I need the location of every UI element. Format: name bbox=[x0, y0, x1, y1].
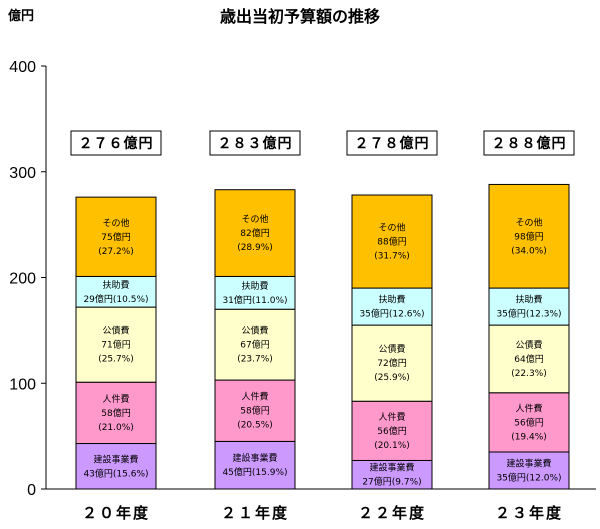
data-label: 扶助費 bbox=[102, 279, 129, 291]
data-label: 35億円(12.6%) bbox=[359, 308, 424, 320]
data-label: 建設事業費 bbox=[93, 453, 138, 465]
bar-segment bbox=[488, 324, 570, 394]
bar-segment bbox=[75, 196, 157, 277]
data-label: 67億円 bbox=[240, 339, 269, 351]
data-label: 扶助費 bbox=[378, 294, 405, 306]
x-tick-label: ２２年度 bbox=[358, 504, 426, 522]
x-tick-label: ２１年度 bbox=[221, 504, 289, 522]
data-label: 82億円 bbox=[240, 227, 269, 239]
data-label: 人件費 bbox=[241, 391, 268, 403]
data-label: 35億円(12.3%) bbox=[496, 308, 561, 320]
total-label: ２７６億円 bbox=[79, 135, 154, 152]
y-axis-unit-label: 億円 bbox=[8, 8, 34, 24]
bar-segment bbox=[75, 381, 157, 445]
data-label: (19.4%) bbox=[511, 432, 547, 442]
bar-segment bbox=[214, 308, 296, 381]
data-label: (27.2%) bbox=[98, 247, 134, 257]
data-label: 建設事業費 bbox=[232, 452, 277, 464]
bar-segment bbox=[488, 287, 570, 326]
data-label: 建設事業費 bbox=[369, 462, 414, 474]
x-tick-label: ２３年度 bbox=[495, 504, 563, 522]
total-box bbox=[70, 130, 162, 156]
data-label: (22.3%) bbox=[511, 369, 547, 379]
data-label: 29億円(10.5%) bbox=[83, 293, 148, 305]
data-label: 27億円(9.7%) bbox=[362, 476, 421, 488]
data-label: 公債費 bbox=[515, 339, 542, 351]
data-label: 31億円(11.0%) bbox=[222, 294, 287, 306]
bar-segment bbox=[351, 459, 433, 490]
data-label: 人件費 bbox=[515, 402, 542, 414]
total-label: ２８８億円 bbox=[492, 135, 567, 152]
data-label: (25.7%) bbox=[98, 355, 134, 365]
data-label: 71億円 bbox=[101, 339, 130, 351]
data-label: その他 bbox=[102, 217, 129, 229]
data-label: 88億円 bbox=[377, 236, 406, 248]
data-label: 35億円(12.0%) bbox=[496, 471, 561, 483]
total-box bbox=[346, 130, 438, 156]
bar-segment bbox=[351, 400, 433, 461]
data-label: (25.9%) bbox=[374, 373, 410, 383]
bar-segment bbox=[351, 194, 433, 289]
y-tick-label: 0 bbox=[27, 482, 36, 499]
total-box bbox=[483, 130, 575, 156]
data-label: (23.7%) bbox=[237, 355, 273, 365]
bar-segment bbox=[488, 451, 570, 490]
total-label: ２７８億円 bbox=[355, 135, 430, 152]
data-label: (21.0%) bbox=[98, 423, 134, 433]
bar-segment bbox=[214, 440, 296, 490]
x-axis: ２０年度 ２１年度 ２２年度 ２３年度 bbox=[46, 488, 596, 522]
bar-segment bbox=[488, 183, 570, 289]
data-label: 公債費 bbox=[241, 325, 268, 337]
data-label: その他 bbox=[378, 222, 405, 234]
data-label: 75億円 bbox=[101, 231, 130, 243]
y-tick-label: 400 bbox=[9, 59, 36, 76]
data-label: (20.5%) bbox=[237, 421, 273, 431]
total-box bbox=[209, 130, 301, 156]
bar-segment bbox=[75, 275, 157, 308]
data-label: その他 bbox=[241, 213, 268, 225]
y-axis: 0 100 200 300 400 bbox=[9, 59, 47, 499]
data-label: 58億円 bbox=[101, 407, 130, 419]
data-label: 建設事業費 bbox=[506, 457, 551, 469]
data-label: 72億円 bbox=[377, 357, 406, 369]
y-tick-label: 200 bbox=[9, 271, 36, 288]
data-label: 98億円 bbox=[514, 230, 543, 242]
bar-segment bbox=[75, 443, 157, 490]
y-tick-label: 300 bbox=[9, 165, 36, 182]
data-label: 58億円 bbox=[240, 405, 269, 417]
data-label: (28.9%) bbox=[237, 243, 273, 253]
data-label: 56億円 bbox=[377, 425, 406, 437]
data-label: (20.1%) bbox=[374, 441, 410, 451]
data-label: 公債費 bbox=[102, 325, 129, 337]
bars: 建設事業費 43億円(15.6%) 人件費 58億円 (21.0%) 公債費 71億円 (25… bbox=[70, 130, 575, 490]
data-label: 人件費 bbox=[378, 411, 405, 423]
bar-segment bbox=[214, 275, 296, 310]
data-label: (34.0%) bbox=[511, 246, 547, 256]
data-label: その他 bbox=[515, 216, 542, 228]
bar-segment bbox=[214, 189, 296, 277]
data-label: 45億円(15.9%) bbox=[222, 466, 287, 478]
x-tick-label: ２０年度 bbox=[82, 504, 150, 522]
data-label: 43億円(15.6%) bbox=[83, 467, 148, 479]
total-label: ２８３億円 bbox=[218, 135, 293, 152]
y-tick-label: 100 bbox=[9, 376, 36, 393]
data-label: 公債費 bbox=[378, 343, 405, 355]
data-label: 人件費 bbox=[102, 393, 129, 405]
chart-title: 歳出当初予算額の推移 bbox=[220, 7, 380, 26]
bar-segment bbox=[351, 324, 433, 402]
data-label: 扶助費 bbox=[241, 280, 268, 292]
bar-segment bbox=[75, 306, 157, 383]
data-label: 64億円 bbox=[514, 353, 543, 365]
data-label: 扶助費 bbox=[515, 294, 542, 306]
bar-segment bbox=[214, 379, 296, 442]
data-label: (31.7%) bbox=[374, 252, 410, 262]
bar-segment bbox=[351, 287, 433, 326]
data-label: 56億円 bbox=[514, 416, 543, 428]
